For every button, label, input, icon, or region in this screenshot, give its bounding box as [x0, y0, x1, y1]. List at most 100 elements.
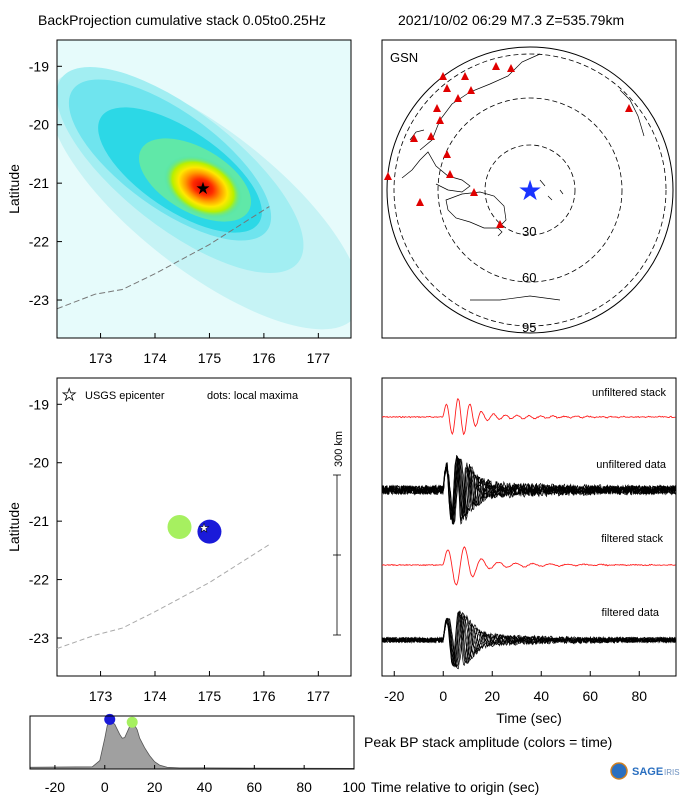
station-marker [625, 104, 633, 112]
waveforms-x-tick-label: 60 [582, 688, 598, 704]
stf-marker-1 [104, 713, 116, 725]
waveform-traces [381, 398, 676, 670]
stf-x-axis: -20 0 20 40 60 80 100 [45, 765, 366, 795]
waveforms-x-tick-label: 20 [484, 688, 500, 704]
heatmap-y-tick-label: -21 [29, 175, 49, 191]
heatmap-x-tick-label: 177 [307, 350, 331, 366]
station-marker [454, 94, 462, 102]
waveforms-x-tick-label: 40 [533, 688, 549, 704]
station-marker [439, 72, 447, 80]
station-marker [470, 188, 478, 196]
distance-ring-95 [393, 53, 667, 327]
legend-epicenter-label: USGS epicenter [85, 390, 165, 402]
scale-bar-label: 300 km [333, 431, 345, 467]
trace-label-filtered-stack: filtered stack [601, 533, 663, 545]
unfiltered-stack-trace [381, 398, 676, 436]
maxima-y-tick-label: -20 [29, 455, 49, 471]
filtered-data-trace [381, 610, 676, 666]
maxima-y-tick-label: -22 [29, 572, 49, 588]
maxima-ylabel: Latitude [6, 502, 22, 552]
station-marker [492, 62, 500, 70]
station-marker [443, 150, 451, 158]
stf-time-markers [104, 713, 138, 728]
waveforms-x-tick-label: 0 [439, 688, 447, 704]
maxima-x-tick-label: 177 [307, 688, 331, 704]
stf-x-tick-label: 80 [296, 779, 312, 795]
heatmap-hotspot [163, 155, 243, 219]
heatmap-ylabel: Latitude [6, 164, 22, 214]
maxima-y-tick-label: -23 [29, 630, 49, 646]
station-marker [433, 104, 441, 112]
heatmap-frame [56, 39, 352, 339]
ring-label-60: 60 [522, 270, 536, 285]
ring-label-95: 95 [522, 320, 536, 335]
maxima-y-axis: -19 -20 -21 -22 -23 [29, 396, 62, 646]
heatmap-y-tick-label: -19 [29, 58, 49, 74]
station-map-panel: 30 60 95 ★ GSN [381, 39, 677, 339]
trench-line [56, 206, 270, 310]
figure-title: BackProjection cumulative stack 0.05to0.… [38, 12, 326, 28]
maxima-point-2 [197, 519, 222, 544]
stf-x-tick-label: 60 [247, 779, 263, 795]
stf-title: Peak BP stack amplitude (colors = time) [364, 734, 612, 750]
heatmap-x-tick-label: 174 [143, 350, 167, 366]
heatmap-y-tick-label: -20 [29, 117, 49, 133]
stf-x-tick-label: -20 [45, 779, 65, 795]
heatmap-x-axis: 173 174 175 176 177 [89, 333, 330, 366]
station-marker [416, 198, 424, 206]
epicenter-star-map: ★ [517, 175, 542, 206]
maxima-point-1 [167, 515, 192, 539]
heatmap-y-tick-label: -22 [29, 234, 49, 250]
trace-label-filtered-data: filtered data [602, 607, 660, 619]
waveforms-panel: unfiltered stack unfiltered data filtere… [381, 377, 677, 726]
distance-ring-60 [437, 97, 623, 283]
ring-label-30: 30 [522, 224, 536, 239]
waveforms-x-tick-label: 80 [631, 688, 647, 704]
stf-marker-2 [126, 716, 138, 728]
station-marker [461, 72, 469, 80]
heatmap-y-axis: -19 -20 -21 -22 -23 [29, 58, 62, 308]
maxima-y-tick-label: -19 [29, 396, 49, 412]
distance-ring-30 [484, 144, 576, 236]
waveforms-xlabel: Time (sec) [496, 710, 562, 726]
filtered-data-trace [381, 611, 676, 666]
stf-frame [29, 715, 355, 770]
station-marker [446, 170, 454, 178]
unfiltered-data-trace [381, 459, 676, 522]
station-marker [427, 132, 435, 140]
stf-xlabel: Time relative to origin (sec) [371, 779, 539, 795]
globe-outline [386, 46, 674, 334]
heatmap-field [57, 66, 351, 330]
station-marker [467, 86, 475, 94]
maxima-y-tick-label: -21 [29, 513, 49, 529]
heatmap-x-tick-label: 176 [252, 350, 276, 366]
station-marker [384, 172, 392, 180]
epicenter-star-heatmap: ★ [195, 179, 210, 198]
station-markers [384, 62, 633, 228]
maxima-x-tick-label: 173 [89, 688, 113, 704]
unfiltered-data-trace [381, 456, 676, 525]
local-maxima-panel: ★ ★ USGS epicenter dots: local maxima 30… [6, 377, 352, 704]
bp-heatmap-panel: ★ 173 174 175 176 177 -19 -20 -21 -22 -23 Latitu… [6, 39, 352, 366]
trace-label-unfiltered-data: unfiltered data [596, 459, 667, 471]
station-marker [410, 134, 418, 142]
scale-bar [333, 474, 341, 636]
waveforms-x-tick-label: -20 [384, 688, 404, 704]
station-marker [496, 220, 504, 228]
waveforms-x-axis: -20 0 20 40 60 80 [384, 671, 647, 704]
heatmap-x-tick-label: 173 [89, 350, 113, 366]
stf-x-tick-label: 20 [147, 779, 163, 795]
event-info: 2021/10/02 06:29 M7.3 Z=535.79km [398, 12, 624, 28]
sage-logo: SAGE IRIS [610, 762, 680, 780]
station-marker [443, 84, 451, 92]
stf-x-tick-label: 100 [342, 779, 366, 795]
filtered-stack-trace [381, 546, 676, 586]
stf-x-tick-label: 0 [101, 779, 109, 795]
station-marker [507, 64, 515, 72]
maxima-x-axis: 173 174 175 176 177 [89, 671, 330, 704]
heatmap-x-tick-label: 175 [198, 350, 222, 366]
stf-area [29, 720, 355, 770]
maxima-points [167, 515, 222, 544]
maxima-x-tick-label: 174 [143, 688, 167, 704]
